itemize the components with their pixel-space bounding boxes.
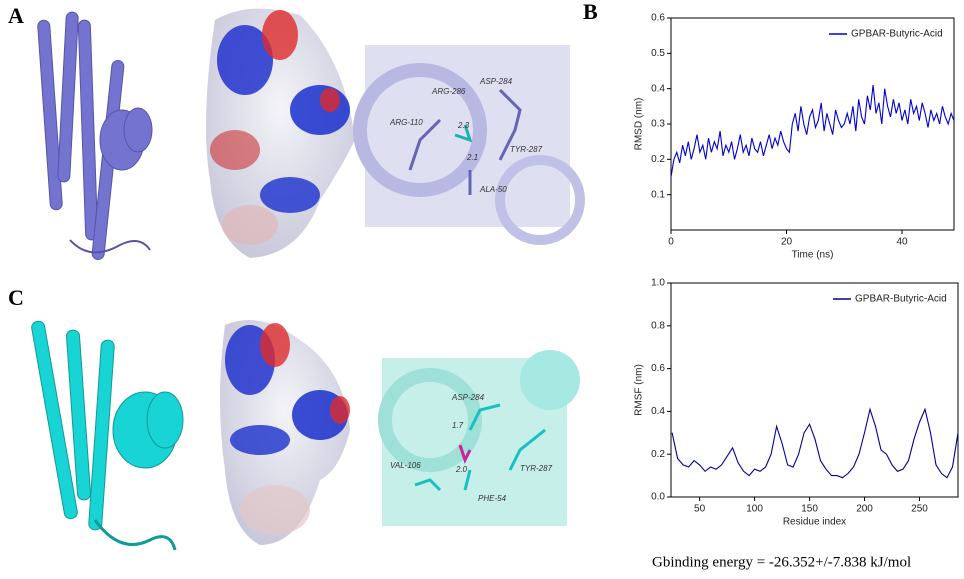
y-tick-label: 0.0 <box>651 492 665 503</box>
y-tick-label: 0.4 <box>651 83 665 94</box>
residue-label: ASP-284 <box>479 77 513 86</box>
y-tick-label: 0.2 <box>651 449 665 460</box>
x-tick-label: 250 <box>911 504 928 515</box>
residue-label: 1.7 <box>452 421 464 430</box>
residue-label: 2.0 <box>455 465 468 474</box>
y-tick-label: 0.6 <box>651 363 665 374</box>
legend-label: GPBAR-Butyric-Acid <box>855 294 947 305</box>
surface-c <box>220 320 350 545</box>
series-line <box>671 407 959 479</box>
x-tick-label: 0 <box>668 237 674 248</box>
y-tick-label: 0.8 <box>651 320 665 331</box>
residue-label: TYR-287 <box>510 145 543 154</box>
x-tick-label: 150 <box>801 504 818 515</box>
series-line <box>670 85 955 178</box>
residue-label: ASP-284 <box>451 393 485 402</box>
y-tick-label: 0.6 <box>651 13 665 24</box>
panel-label: C <box>8 285 24 310</box>
interaction-a <box>353 45 585 245</box>
y-tick-label: 0.3 <box>651 119 665 130</box>
cartoon-a <box>37 11 153 260</box>
plot-frame <box>670 17 955 231</box>
plot-frame <box>670 282 959 498</box>
x-axis-label: Time (ns) <box>792 250 834 261</box>
residue-label: VAL-106 <box>390 461 421 470</box>
x-tick-label: 100 <box>746 504 763 515</box>
x-tick-label: 200 <box>856 504 873 515</box>
cartoon-c <box>31 320 184 551</box>
x-tick-label: 20 <box>781 237 793 248</box>
x-tick-label: 40 <box>896 237 908 248</box>
x-tick-label: 50 <box>694 504 706 515</box>
interaction-c <box>378 350 580 526</box>
residue-label: ALA-50 <box>479 185 507 194</box>
residue-label: ARG-110 <box>389 118 423 127</box>
binding-energy: Gbinding energy = -26.352+/-7.838 kJ/mol <box>652 554 911 570</box>
y-axis-label: RMSF (nm) <box>634 364 645 416</box>
legend-label: GPBAR-Butyric-Acid <box>851 29 943 40</box>
y-tick-label: 0.5 <box>651 48 665 59</box>
y-axis-label: RMSD (nm) <box>634 98 645 151</box>
residue-label: TYR-287 <box>520 464 553 473</box>
residue-label: ARG-286 <box>431 87 466 96</box>
y-tick-label: 1.0 <box>651 278 665 289</box>
panel-label: A <box>8 3 24 28</box>
surface-a <box>206 8 355 259</box>
residue-label: PHE-54 <box>478 494 507 503</box>
y-tick-label: 0.2 <box>651 154 665 165</box>
y-tick-label: 0.4 <box>651 406 665 417</box>
x-axis-label: Residue index <box>783 517 846 528</box>
panel-label: B <box>583 0 598 24</box>
residue-label: 2.1 <box>466 153 478 162</box>
y-tick-label: 0.1 <box>651 189 665 200</box>
residue-label: 2.3 <box>457 121 470 130</box>
